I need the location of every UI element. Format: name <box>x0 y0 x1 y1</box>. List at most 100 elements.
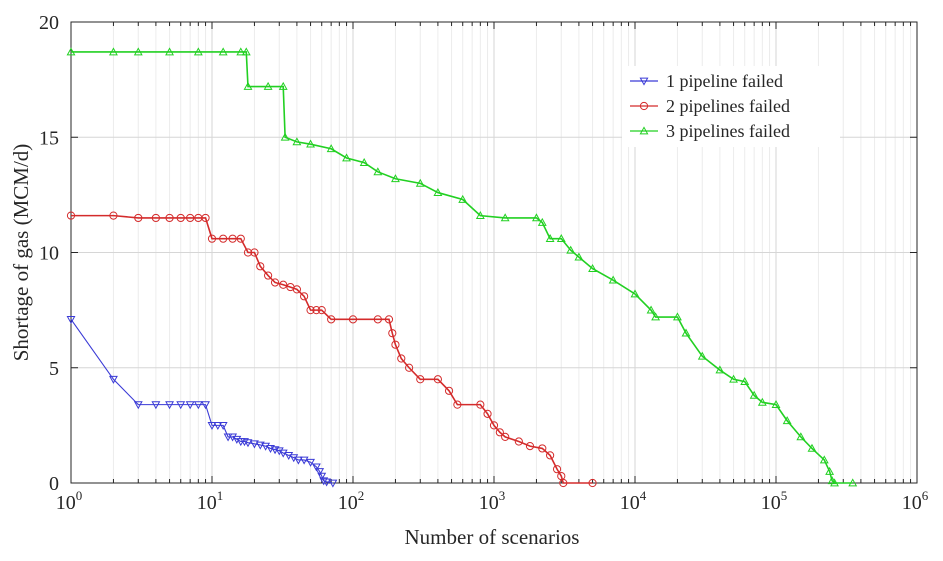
data-point <box>328 479 338 488</box>
series-2 <box>66 211 597 488</box>
y-tick-labels: 0 5 10 15 20 <box>39 12 59 495</box>
x-axis-title: Number of scenarios <box>405 525 580 549</box>
series-3 <box>66 47 858 487</box>
legend-marker-1 <box>639 77 649 86</box>
y-tick-label: 15 <box>39 127 59 149</box>
data-point <box>317 472 327 481</box>
data-point <box>218 421 228 431</box>
data-point <box>165 401 175 410</box>
data-point <box>176 213 185 223</box>
data-point <box>566 245 576 254</box>
data-point <box>193 47 203 56</box>
data-point <box>311 463 321 472</box>
data-point <box>151 213 160 223</box>
data-point <box>240 438 249 447</box>
data-point <box>342 153 351 162</box>
y-axis-title: Shortage of gas (MCM/d) <box>9 144 33 362</box>
x-tick-label: 104 <box>620 488 647 514</box>
data-point <box>327 315 336 324</box>
data-point <box>232 435 242 444</box>
axis-ticks <box>70 21 918 484</box>
data-point <box>830 478 839 487</box>
data-point <box>391 340 400 349</box>
data-point <box>312 306 321 315</box>
data-point <box>306 306 315 315</box>
data-point <box>299 456 309 465</box>
data-point <box>133 47 143 56</box>
data-point <box>359 157 369 166</box>
data-point <box>546 451 555 460</box>
data-point <box>771 400 781 409</box>
data-point <box>825 466 835 475</box>
data-point <box>848 478 858 487</box>
data-point <box>292 285 301 294</box>
y-tick-label: 10 <box>39 243 59 265</box>
data-point <box>458 194 468 203</box>
data-point <box>243 81 253 90</box>
data-point <box>306 458 316 467</box>
data-point <box>453 400 462 409</box>
legend-marker-shape <box>639 126 649 135</box>
data-point <box>444 386 454 395</box>
data-point <box>489 421 499 430</box>
data-point <box>715 365 725 374</box>
data-point <box>757 397 767 406</box>
data-point <box>185 401 195 410</box>
data-point <box>646 305 656 314</box>
data-point <box>270 278 280 287</box>
data-point <box>133 401 143 410</box>
grid <box>70 21 917 484</box>
series-3-line <box>71 51 853 484</box>
data-point <box>315 468 325 477</box>
data-point <box>66 211 76 220</box>
data-point <box>740 376 750 385</box>
data-point <box>250 248 259 257</box>
data-point <box>819 455 829 464</box>
data-point <box>264 271 273 280</box>
data-point <box>322 478 332 487</box>
data-point <box>165 47 175 56</box>
data-point <box>501 432 510 441</box>
data-point <box>228 234 237 243</box>
data-point <box>201 213 210 223</box>
x-tick-label: 105 <box>761 488 788 514</box>
x-tick-label: 101 <box>197 488 224 514</box>
data-point <box>243 439 253 448</box>
data-point <box>109 211 118 220</box>
data-point <box>415 178 425 187</box>
data-point <box>278 81 288 90</box>
data-point <box>630 289 640 298</box>
legend-label-2: 2 pipelines failed <box>666 96 790 116</box>
data-point <box>514 437 523 446</box>
data-point <box>538 444 547 453</box>
data-point <box>537 217 547 226</box>
data-point <box>319 477 329 486</box>
data-point <box>134 213 143 223</box>
data-point <box>207 234 217 243</box>
legend-entry-2: 2 pipelines failed <box>630 96 790 116</box>
data-point <box>317 306 326 315</box>
data-point <box>236 234 245 243</box>
data-point <box>165 213 174 223</box>
data-point <box>405 363 414 372</box>
data-point <box>651 312 661 321</box>
data-point <box>749 390 759 399</box>
data-point <box>228 433 238 442</box>
data-point <box>186 213 195 223</box>
data-point <box>292 137 302 146</box>
data-point <box>390 174 400 183</box>
data-point <box>108 375 118 384</box>
data-point <box>151 401 161 410</box>
data-point <box>213 421 223 431</box>
legend-marker-shape <box>639 101 649 111</box>
data-point <box>556 234 566 243</box>
legend-entry-1: 1 pipeline failed <box>630 71 783 91</box>
data-point <box>373 167 383 176</box>
data-point <box>176 401 186 410</box>
data-point <box>201 401 210 410</box>
legend-label-1: 1 pipeline failed <box>666 71 783 91</box>
data-point <box>293 456 303 465</box>
data-point <box>373 315 382 324</box>
data-point <box>280 132 290 141</box>
